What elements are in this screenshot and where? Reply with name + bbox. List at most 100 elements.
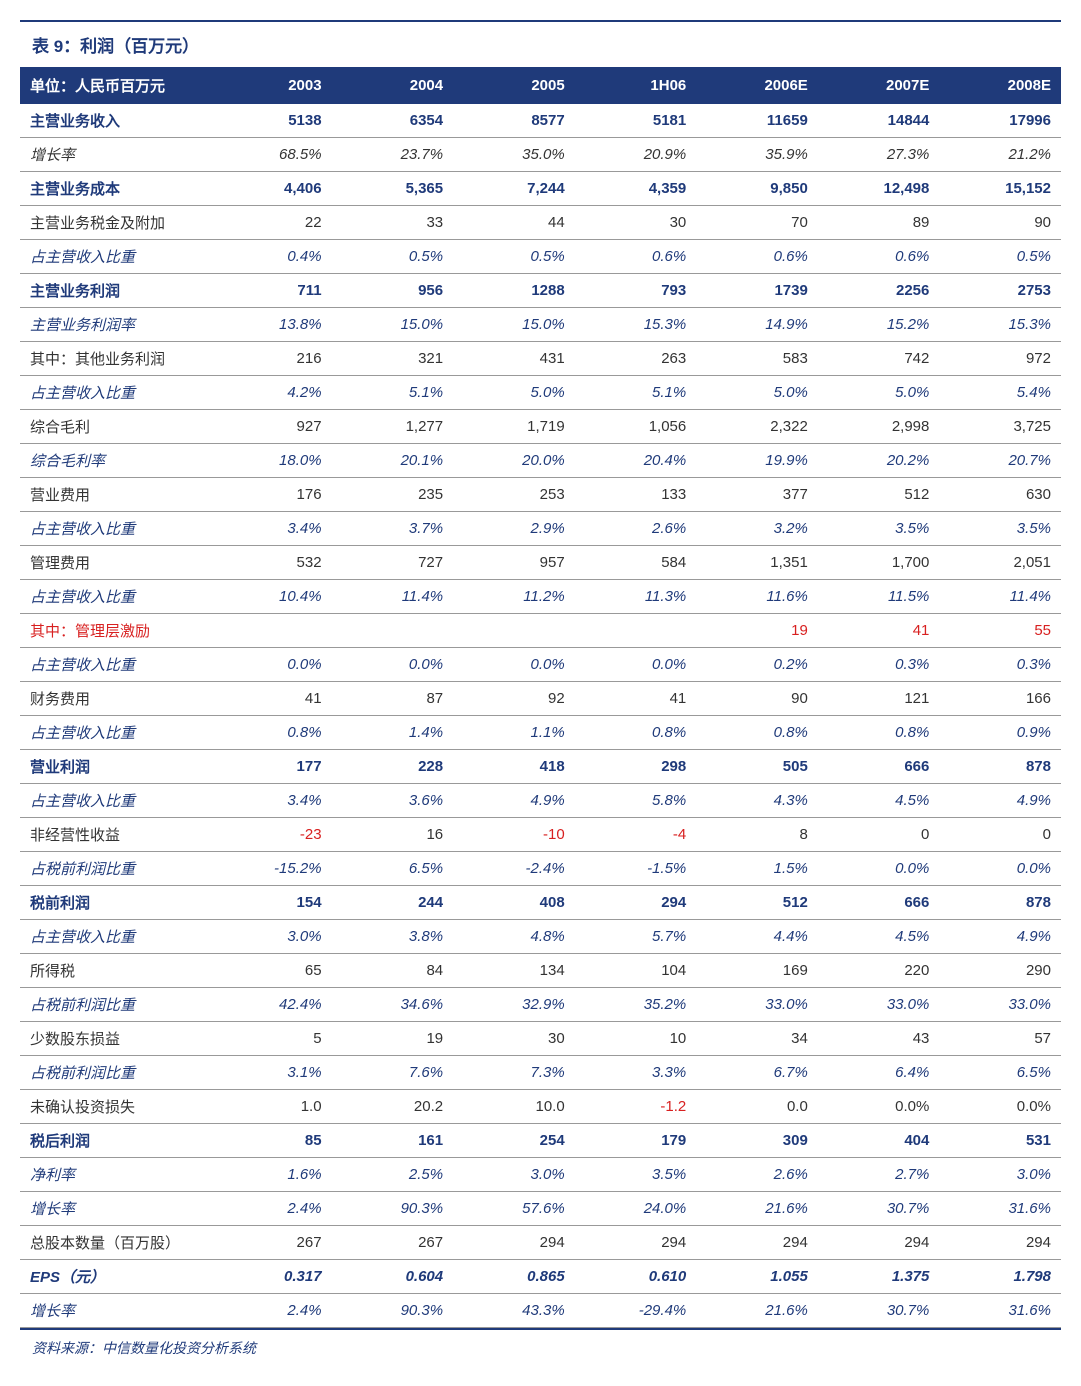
col-label: 单位：人民币百万元	[20, 67, 210, 104]
cell	[453, 614, 575, 648]
cell: 8	[696, 818, 818, 852]
row-label: 主营业务收入	[20, 104, 210, 138]
cell: 0.0%	[453, 648, 575, 682]
cell: 0.8%	[210, 716, 332, 750]
row-label: 其中：管理层激励	[20, 614, 210, 648]
cell: 793	[575, 274, 697, 308]
cell: 20.2	[332, 1090, 454, 1124]
cell: 121	[818, 682, 940, 716]
cell: 0.3%	[939, 648, 1061, 682]
cell: 18.0%	[210, 444, 332, 478]
row-label: 占主营收入比重	[20, 512, 210, 546]
table-header-row: 单位：人民币百万元2003200420051H062006E2007E2008E	[20, 67, 1061, 104]
cell: 15.0%	[332, 308, 454, 342]
cell: 3,725	[939, 410, 1061, 444]
row-label: 占税前利润比重	[20, 852, 210, 886]
table-row: 非经营性收益-2316-10-4800	[20, 818, 1061, 852]
cell: 0.0%	[818, 1090, 940, 1124]
cell: 956	[332, 274, 454, 308]
cell: 16	[332, 818, 454, 852]
cell: 3.0%	[939, 1158, 1061, 1192]
cell: 0.2%	[696, 648, 818, 682]
cell: 177	[210, 750, 332, 784]
cell: 742	[818, 342, 940, 376]
row-label: 占主营收入比重	[20, 784, 210, 818]
cell: 5138	[210, 104, 332, 138]
row-label: EPS（元）	[20, 1260, 210, 1294]
cell: 90.3%	[332, 1294, 454, 1328]
cell: 2,051	[939, 546, 1061, 580]
table-row: 占主营收入比重4.2%5.1%5.0%5.1%5.0%5.0%5.4%	[20, 376, 1061, 410]
cell: -2.4%	[453, 852, 575, 886]
row-label: 总股本数量（百万股）	[20, 1226, 210, 1260]
cell: 1.375	[818, 1260, 940, 1294]
cell: 431	[453, 342, 575, 376]
col-year: 2007E	[818, 67, 940, 104]
row-label: 占主营收入比重	[20, 716, 210, 750]
cell: 1,277	[332, 410, 454, 444]
cell: 20.2%	[818, 444, 940, 478]
cell: 0.6%	[575, 240, 697, 274]
cell: 0.8%	[575, 716, 697, 750]
row-label: 占税前利润比重	[20, 988, 210, 1022]
cell: 1,719	[453, 410, 575, 444]
cell: 20.7%	[939, 444, 1061, 478]
cell: 0.0%	[575, 648, 697, 682]
table-row: 营业费用176235253133377512630	[20, 478, 1061, 512]
cell: 6.7%	[696, 1056, 818, 1090]
cell: 154	[210, 886, 332, 920]
cell: 7,244	[453, 172, 575, 206]
cell: 41	[818, 614, 940, 648]
col-year: 2003	[210, 67, 332, 104]
table-row: 增长率68.5%23.7%35.0%20.9%35.9%27.3%21.2%	[20, 138, 1061, 172]
cell: 3.0%	[210, 920, 332, 954]
row-label: 营业费用	[20, 478, 210, 512]
row-label: 占主营收入比重	[20, 648, 210, 682]
cell: 161	[332, 1124, 454, 1158]
row-label: 占主营收入比重	[20, 376, 210, 410]
cell: 1.4%	[332, 716, 454, 750]
cell: 1,700	[818, 546, 940, 580]
cell: 290	[939, 954, 1061, 988]
cell: 957	[453, 546, 575, 580]
cell: 20.4%	[575, 444, 697, 478]
table-row: 主营业务收入5138635485775181116591484417996	[20, 104, 1061, 138]
cell: 3.4%	[210, 784, 332, 818]
cell: 4.3%	[696, 784, 818, 818]
table-row: 占税前利润比重3.1%7.6%7.3%3.3%6.7%6.4%6.5%	[20, 1056, 1061, 1090]
cell: 176	[210, 478, 332, 512]
cell: 34	[696, 1022, 818, 1056]
cell: 15.2%	[818, 308, 940, 342]
cell: 0.8%	[696, 716, 818, 750]
cell: 0.0%	[939, 1090, 1061, 1124]
cell: 3.5%	[818, 512, 940, 546]
cell: 1.798	[939, 1260, 1061, 1294]
cell: 57.6%	[453, 1192, 575, 1226]
table-title: 表 9：利润（百万元）	[20, 20, 1061, 67]
cell: 166	[939, 682, 1061, 716]
cell: 228	[332, 750, 454, 784]
cell: 11.5%	[818, 580, 940, 614]
row-label: 增长率	[20, 138, 210, 172]
table-row: 占主营收入比重0.8%1.4%1.1%0.8%0.8%0.8%0.9%	[20, 716, 1061, 750]
cell: 41	[210, 682, 332, 716]
cell: 11.2%	[453, 580, 575, 614]
cell: 15.3%	[939, 308, 1061, 342]
cell: 584	[575, 546, 697, 580]
cell: 0.610	[575, 1260, 697, 1294]
row-label: 占主营收入比重	[20, 580, 210, 614]
cell: 5.1%	[575, 376, 697, 410]
cell: 3.7%	[332, 512, 454, 546]
cell: 35.2%	[575, 988, 697, 1022]
cell: 583	[696, 342, 818, 376]
row-label: 财务费用	[20, 682, 210, 716]
cell: 294	[696, 1226, 818, 1260]
cell: 0.0%	[818, 852, 940, 886]
cell: 0.9%	[939, 716, 1061, 750]
row-label: 主营业务税金及附加	[20, 206, 210, 240]
cell: 2256	[818, 274, 940, 308]
cell: 9,850	[696, 172, 818, 206]
cell: 4.9%	[939, 784, 1061, 818]
row-label: 营业利润	[20, 750, 210, 784]
cell: 2.9%	[453, 512, 575, 546]
